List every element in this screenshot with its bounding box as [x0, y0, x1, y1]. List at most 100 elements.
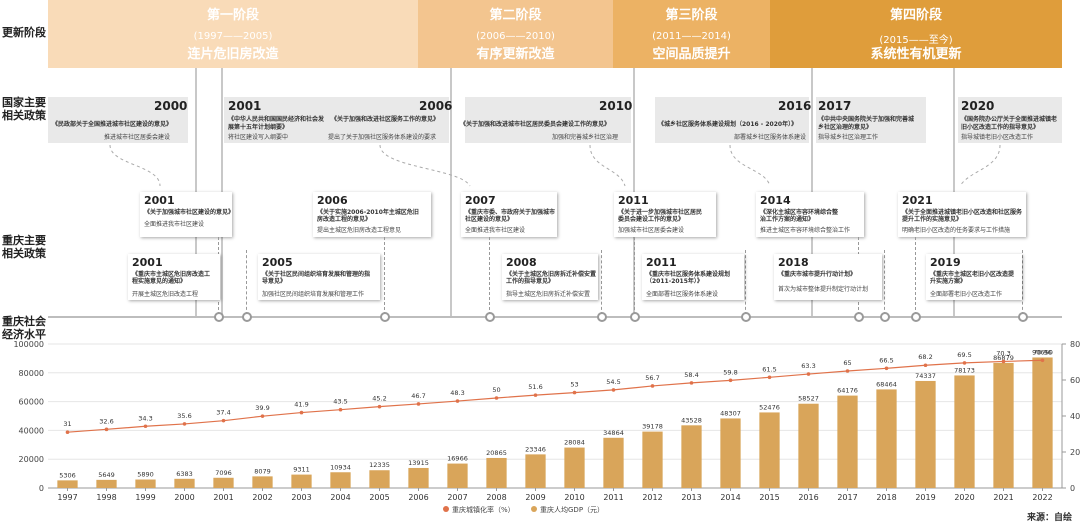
- gdp-bar: [681, 425, 702, 488]
- timeline-node: [880, 312, 890, 322]
- card-desc: 全面推进我市社区建设: [144, 221, 205, 228]
- dashed-drop: [384, 237, 385, 315]
- gdp-bar: [915, 380, 936, 488]
- gdp-bar-label: 28084: [564, 439, 585, 447]
- urbanization-label: 66.5: [879, 356, 893, 364]
- urbanization-point: [455, 399, 460, 403]
- national-desc: 指导城镇老旧小区改造工作: [961, 134, 1034, 141]
- gdp-bar-label: 78173: [954, 366, 975, 374]
- gdp-bar: [369, 470, 390, 488]
- gdp-bar: [603, 437, 624, 488]
- gdp-bar: [330, 472, 351, 488]
- x-tick-label: 2001: [213, 493, 233, 502]
- urbanization-label: 35.6: [177, 412, 191, 420]
- gdp-bar: [408, 467, 429, 488]
- card-title: 《重庆市主城区老旧小区改造提升实施方案》: [930, 271, 1015, 285]
- urbanization-point: [104, 427, 109, 432]
- gdp-bar-label: 48307: [720, 409, 741, 417]
- right-tick-label: 40: [1070, 412, 1080, 421]
- cq-policy-card: 2001 《重庆市主城区危旧房改造工程实施意见的通知》 开展主城区危旧改造工程: [128, 254, 220, 300]
- card-title: 《重庆市主城区危旧房改造工程实施意见的通知》: [132, 271, 211, 285]
- gdp-bar: [993, 362, 1014, 488]
- gdp-bar: [135, 479, 156, 488]
- urbanization-point: [260, 414, 265, 418]
- connector-arrow: [379, 144, 471, 187]
- x-tick-label: 1998: [96, 493, 116, 502]
- urbanization-label: 70.96: [1033, 348, 1052, 356]
- dashed-drop: [745, 250, 746, 315]
- x-tick-label: 2000: [174, 493, 194, 502]
- timeline-node: [911, 312, 921, 322]
- gdp-bar: [642, 431, 663, 488]
- gdp-bar-label: 10934: [330, 463, 351, 471]
- urbanization-label: 65: [843, 359, 851, 367]
- gdp-bar: [720, 418, 741, 488]
- gdp-bar-label: 43528: [681, 416, 702, 424]
- left-tick-label: 100000: [13, 340, 44, 349]
- x-tick-label: 2008: [486, 493, 506, 502]
- urbanization-point: [845, 369, 850, 373]
- cq-policy-card: 2011 《重庆市社区服务体系建设规划（2011-2015年）》 全面部署社区服…: [642, 254, 744, 300]
- right-tick-label: 20: [1070, 448, 1080, 457]
- national-year: 2016: [778, 99, 812, 113]
- national-box: [465, 97, 631, 143]
- urbanization-point: [962, 361, 967, 365]
- card-year: 2001: [144, 194, 175, 207]
- gdp-bar-label: 9311: [293, 466, 310, 474]
- left-tick-label: 40000: [19, 426, 44, 435]
- gdp-bar-label: 90650: [1032, 348, 1053, 356]
- urbanization-label: 54.5: [606, 378, 620, 386]
- gdp-bar-label: 68464: [876, 380, 897, 388]
- gdp-bar: [954, 375, 975, 488]
- phase-name: 第四阶段: [889, 8, 942, 23]
- urbanization-label: 56.7: [645, 374, 659, 382]
- timeline-node: [854, 312, 864, 322]
- cq-policy-card: 2005 《关于社区民间组织培育发展和管理的指导意见》 加强社区民间组织培育发展…: [258, 254, 380, 300]
- gdp-bar-label: 52476: [759, 403, 780, 411]
- national-box: [48, 97, 188, 143]
- cq-policy-card: 2007 《重庆市委、市政府关于加强城市社区建设的意见》 全面推进我市社区建设: [461, 192, 557, 237]
- urbanization-label: 63.3: [801, 362, 815, 370]
- phase-title: 连片危旧房改造: [187, 47, 279, 62]
- national-year: 2010: [599, 99, 633, 113]
- phase-years: (2006——2010): [476, 31, 555, 42]
- gdp-bar-label: 58527: [798, 395, 819, 403]
- phase-name: 第一阶段: [206, 8, 259, 23]
- card-desc: 全面推进我市社区建设: [465, 227, 526, 234]
- gdp-bar: [447, 463, 468, 488]
- urbanization-label: 61.5: [762, 365, 776, 373]
- x-tick-label: 2019: [915, 493, 935, 502]
- gdp-bar: [96, 479, 117, 488]
- row-label-economy: 重庆社会经济水平: [2, 315, 46, 341]
- gdp-bar: [798, 403, 819, 488]
- card-year: 2011: [618, 194, 649, 207]
- phase-name: 第二阶段: [489, 8, 542, 23]
- card-desc: 首次为城市整体提升制定行动计划: [778, 286, 869, 293]
- x-tick-label: 2003: [291, 493, 311, 502]
- gdp-bar-label: 39178: [642, 423, 663, 431]
- legend-marker-gdp: [531, 506, 537, 512]
- timeline-node: [380, 312, 390, 322]
- card-title: 《重庆市委、市政府关于加强城市社区建设的意见》: [465, 209, 556, 223]
- card-desc: 开展主城区危旧改造工程: [132, 291, 199, 298]
- national-desc: 推进城市社区居委会建设: [104, 134, 171, 141]
- economy-chart: 0 20000 40000 60000 80000 100000 0 20 40 60 80 5306…: [13, 340, 1080, 514]
- card-desc: 指导主城区危旧房拆迁补偿安置: [506, 291, 591, 298]
- legend-marker-urbanization: [443, 506, 449, 512]
- timeline-node: [1018, 312, 1028, 322]
- card-title: 《关于实施2006-2010年主城区危旧房改造工程的意见》: [317, 209, 419, 223]
- dashed-drop: [884, 250, 885, 315]
- connector-arrow: [589, 144, 626, 187]
- urbanization-label: 32.6: [99, 417, 113, 425]
- cq-policy-card: 2008 《关于主城区危旧房拆迁补偿安置工作的指导意见》 指导主城区危旧房拆迁补…: [502, 254, 598, 300]
- card-title: 《关于加强城市社区建设的意见》: [144, 209, 235, 216]
- cq-policy-card: 2006 《关于实施2006-2010年主城区危旧房改造工程的意见》 提出主城区…: [313, 192, 431, 237]
- x-tick-label: 2002: [252, 493, 272, 502]
- gdp-bar: [252, 476, 273, 488]
- urbanization-point: [1001, 359, 1006, 364]
- dashed-drop: [915, 237, 916, 315]
- gdp-bar-label: 5306: [59, 471, 76, 479]
- card-title: 《关于全面推进城镇老旧小区改造和社区服务提升工作的实施意见》: [902, 209, 1023, 223]
- gdp-bar: [486, 457, 507, 488]
- gdp-bar: [174, 478, 195, 488]
